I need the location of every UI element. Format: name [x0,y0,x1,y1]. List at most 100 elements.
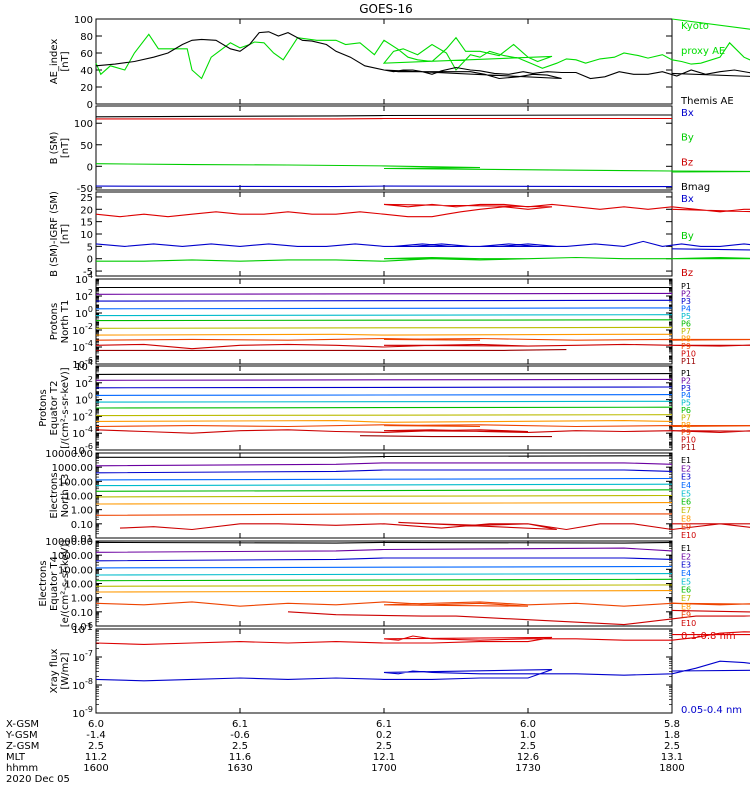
x-row-value: 11.2 [85,752,107,763]
series-e6 [95,489,673,492]
y-tick-label: 1.00 [71,594,93,605]
series-e3 [95,557,673,562]
y-tick-exp: -6 [85,621,93,630]
y-tick-label: 10.00 [64,580,93,591]
y-axis-label: B (SM) [49,131,60,164]
series-e4 [95,565,673,569]
y-tick-label: 10.00 [64,492,93,503]
y-tick-label: 10000.00 [45,449,93,460]
series-e9 [95,513,672,516]
series-e10 [287,609,750,626]
legend-entry: E3 [681,473,691,482]
y-tick-label: 100 [75,305,93,320]
legend-entry: P2 [681,376,691,385]
legend-entry: P5 [681,399,691,408]
x-row-value: 1600 [83,763,108,774]
legend-entry: P8 [681,421,691,430]
legend-entry: E9 [681,611,691,620]
series-p9 [95,337,750,341]
y-tick-exp: 0 [88,392,93,401]
y-tick-exp: 2 [88,288,93,297]
legend-entry: P10 [681,436,696,445]
x-row-label: Z-GSM [6,741,39,752]
legend-entry: E2 [681,552,691,561]
legend-entry: E10 [681,531,696,540]
x-row-value: 2.5 [664,741,680,752]
legend-entry: Bz [681,157,693,168]
y-tick-exp: 0 [88,305,93,314]
y-tick-label: 0 [87,100,93,111]
panel-en: 0.01 0.10 1.00 10.00 100.00 1000.00 10000.00 El… [45,449,750,545]
legend-entry: P9 [681,428,691,437]
series-by [95,163,750,173]
panel-ee: 0.01 0.10 1.00 10.00 100.00 1000.00 10000.00 El… [38,537,750,633]
legend-entry: E8 [681,602,691,611]
series-p5 [95,400,673,403]
x-row-value: 1630 [227,763,252,774]
panel-frame [95,278,673,365]
series-p6 [95,406,673,409]
y-tick-label: -50 [77,184,93,195]
panel-frame [95,540,673,627]
legend-entry: P5 [681,312,691,321]
y-tick-label: 20 [80,205,93,216]
series-p10 [95,429,750,434]
y-tick-label: 40 [80,66,93,77]
y-tick-label: 0.01 [71,534,93,545]
y-axis-label: Electrons [38,560,49,606]
series-p1 [95,373,673,375]
legend-entry: E3 [681,561,691,570]
x-row-value: -1.4 [86,730,106,741]
series-e2 [95,462,673,467]
series-p2 [95,378,673,381]
x-row-label: hhmm [6,763,38,774]
legend-entry: P11 [681,357,696,366]
y-tick-label: 100 [74,119,93,130]
series-e2 [95,547,673,553]
x-row-value: 12.1 [373,752,395,763]
y-tick-label: 1000.00 [52,551,93,562]
y-tick-label: 10-8 [72,677,93,692]
series-e8 [95,502,673,505]
figure-title: GOES-16 [359,2,413,16]
legend-entry: P11 [681,443,696,452]
series-e7 [95,584,673,587]
x-row-value: -0.6 [230,730,250,741]
y-tick-label: 100 [74,15,93,26]
y-axis-label: AE_index [49,39,60,85]
series-p8 [95,420,673,423]
y-axis-label: [/(cm²-s-sr-keV)] [60,367,71,448]
series-e1 [95,541,673,544]
series-by [96,256,750,262]
y-tick-label: 0.01 [71,622,93,633]
series-bmag [95,114,672,118]
series-e5 [95,483,673,487]
y-tick-label: 0 [87,162,93,173]
x-row-value: 11.6 [229,752,251,763]
y-tick-label: 10-9 [72,705,93,720]
y-tick-label: 102 [75,288,93,303]
y-tick-exp: -8 [85,677,93,686]
y-axis-label: Protons [38,389,49,426]
y-tick-label: 0.10 [71,608,93,619]
legend-entry: Bz [681,268,693,279]
series-bx [95,185,672,188]
x-row-value: 2.5 [376,741,392,752]
legend-entry: Themis AE [680,96,734,107]
y-tick-label: 1.00 [71,506,93,517]
x-row-value: 6.1 [376,719,392,730]
legend-entry: P9 [681,342,691,351]
legend-entry: Bx [681,108,694,119]
y-tick-label: 80 [80,32,93,43]
legend-entry: E10 [681,619,696,628]
y-tick-exp: 4 [88,358,93,367]
y-tick-exp: 4 [88,271,93,280]
y-tick-label: 0 [87,255,93,266]
x-row-value: 0.2 [376,730,392,741]
series-p3 [95,386,673,389]
legend-entry: E5 [681,577,691,586]
legend-entry: By [681,133,694,144]
y-tick-exp: -2 [85,408,93,417]
